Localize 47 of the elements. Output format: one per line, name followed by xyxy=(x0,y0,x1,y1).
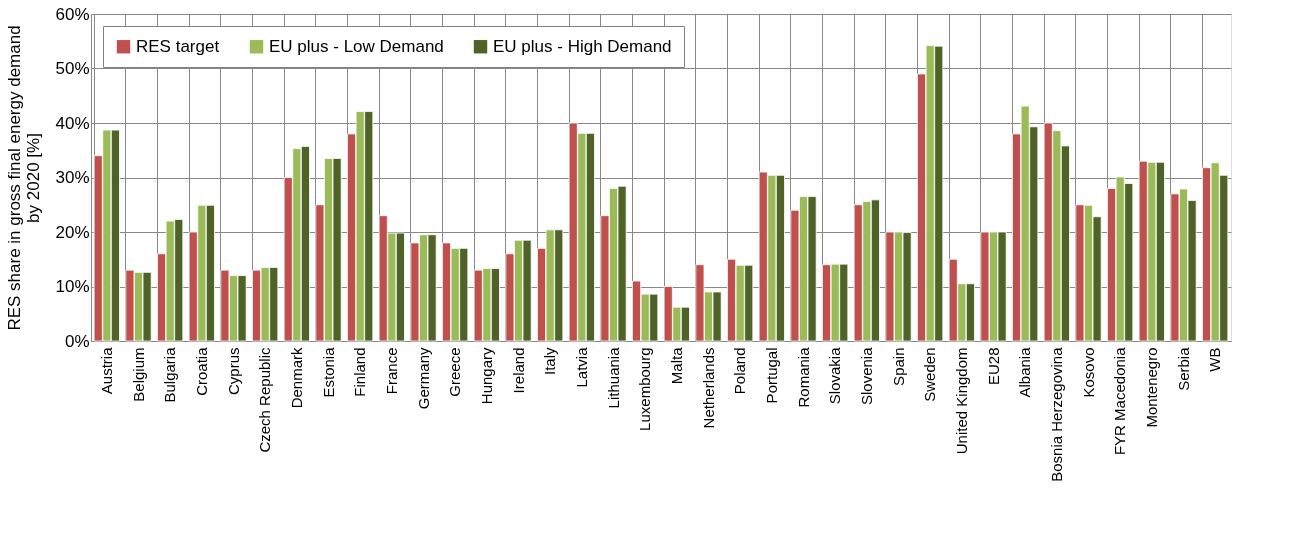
x-tick-label: Slovenia xyxy=(857,346,875,406)
x-tick-label: WB xyxy=(1206,347,1224,372)
y-tick-label: 10% xyxy=(55,277,90,296)
x-tick-label: Bosnia Herzegovina xyxy=(1047,346,1065,482)
x-tick-label: Lithuania xyxy=(604,346,622,409)
x-tick-label: Montenegro xyxy=(1142,347,1160,428)
y-tick-label: 50% xyxy=(55,59,90,78)
x-tick-label: Germany xyxy=(414,347,432,410)
x-tick-label: Greece xyxy=(446,347,464,397)
x-tick-label: FYR Macedonia xyxy=(1111,346,1129,456)
x-tick-label: Cyprus xyxy=(224,347,242,396)
x-tick-label: Estonia xyxy=(319,346,337,398)
legend-label: RES target xyxy=(136,36,220,56)
x-tick-label: Spain xyxy=(889,347,907,386)
x-tick-label: Slovakia xyxy=(826,346,844,405)
y-tick-label: 60% xyxy=(55,4,90,24)
x-tick-label: Netherlands xyxy=(699,347,717,429)
y-tick-label: 20% xyxy=(55,222,90,242)
x-tick-label: Finland xyxy=(351,347,369,397)
y-tick-label: 40% xyxy=(55,113,90,133)
x-tick-label: Poland xyxy=(731,347,749,395)
y-tick-label: 30% xyxy=(55,168,90,187)
x-tick-label: Malta xyxy=(667,346,685,385)
x-tick-label: Belgium xyxy=(129,347,147,402)
x-tick-label: Czech Republic xyxy=(256,347,274,453)
x-tick-label: Kosovo xyxy=(1079,347,1097,398)
x-tick-label: Sweden xyxy=(921,347,939,402)
x-tick-label: Italy xyxy=(541,347,559,376)
y-axis-title: RES share in gross final energy demand by 2020 [%] xyxy=(5,25,44,331)
x-tick-label: EU28 xyxy=(984,347,1002,386)
x-tick-label: Croatia xyxy=(192,346,210,396)
x-tick-label: Romania xyxy=(794,346,812,408)
x-tick-label: France xyxy=(382,347,400,395)
y-tick-label: 0% xyxy=(64,331,90,351)
x-tick-label: Hungary xyxy=(477,347,495,405)
legend-label: EU plus - Low Demand xyxy=(269,36,444,56)
x-tick-label: Ireland xyxy=(509,347,527,394)
x-tick-label: Denmark xyxy=(287,347,305,409)
x-tick-label: Latvia xyxy=(572,346,590,388)
x-tick-label: United Kingdom xyxy=(952,347,970,455)
x-tick-label: Luxembourg xyxy=(636,347,654,431)
legend-label: EU plus - High Demand xyxy=(493,36,672,56)
x-tick-label: Portugal xyxy=(762,347,780,404)
x-tick-label: Albania xyxy=(1016,346,1034,398)
x-tick-label: Bulgaria xyxy=(161,346,179,403)
x-tick-label: Serbia xyxy=(1174,346,1192,391)
x-tick-label: Austria xyxy=(97,346,115,395)
